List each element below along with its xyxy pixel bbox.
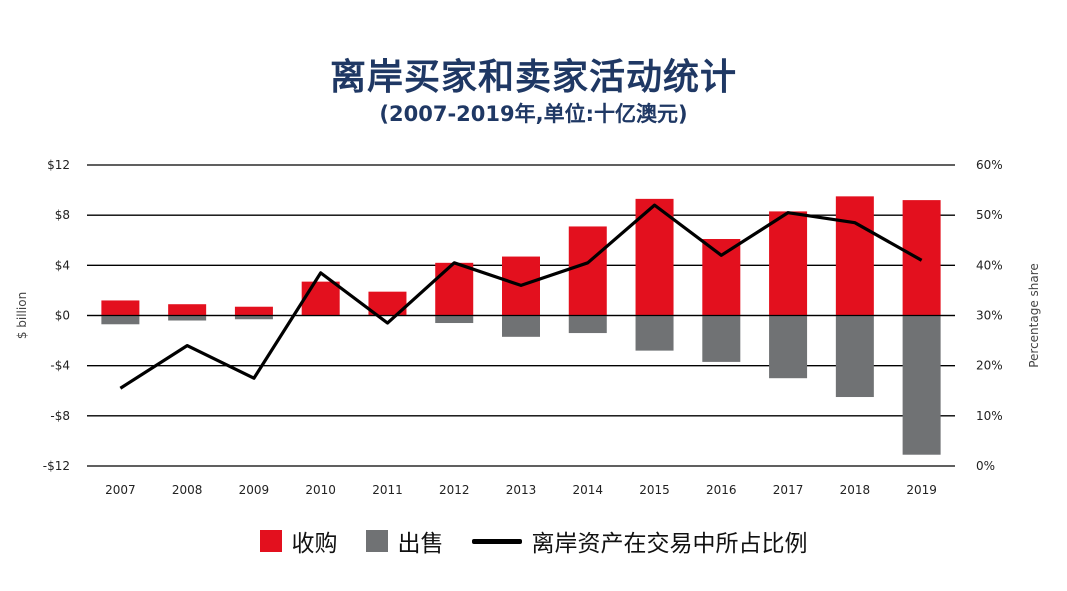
chart-title: 离岸买家和卖家活动统计 <box>329 57 737 98</box>
chart-area: $12 60% $8 50% $4 40% $0 30% -$4 20% -$8 10% -$12 0% $… <box>15 158 1041 497</box>
bar-sales-2013 <box>502 315 540 337</box>
bar-sales-2016 <box>702 315 741 362</box>
bar-sales-2012 <box>435 315 474 324</box>
y2-tick-label: 10% <box>976 409 1003 423</box>
bar-sales-2007 <box>101 315 140 325</box>
bar-purchases-2007 <box>101 300 140 316</box>
bar-purchases-2017 <box>769 211 808 316</box>
x-tick-label: 2011 <box>372 483 403 497</box>
bar-purchases-2016 <box>702 238 741 316</box>
x-tick-label: 2017 <box>773 483 804 497</box>
x-tick-label: 2010 <box>305 483 336 497</box>
bar-purchases-2011 <box>368 291 407 316</box>
y-tick-label: $0 <box>55 309 70 323</box>
y-tick-label: -$8 <box>50 409 70 423</box>
bar-sales-2017 <box>769 315 808 379</box>
bar-sales-2014 <box>568 315 607 334</box>
sales-swatch <box>365 530 388 552</box>
bar-sales-2015 <box>635 315 674 351</box>
bar-sales-2009 <box>234 315 273 320</box>
y-axis-title: $ billion <box>15 292 29 339</box>
x-tick-label: 2009 <box>239 483 270 497</box>
y2-axis-title: Percentage share <box>1027 263 1041 368</box>
bar-purchases-2008 <box>168 304 207 316</box>
y-tick-label: $12 <box>47 158 70 172</box>
legend-label-sales: 出售 <box>397 531 444 557</box>
y-tick-label: -$12 <box>43 459 70 473</box>
y2-tick-label: 40% <box>976 258 1003 272</box>
x-tick-label: 2008 <box>172 483 203 497</box>
y-tick-label: -$4 <box>50 359 70 373</box>
y2-tick-label: 60% <box>976 158 1003 172</box>
legend-label-share: 离岸资产在交易中所占比例 <box>531 531 808 557</box>
y2-tick-label: 20% <box>976 359 1003 373</box>
x-tick-label: 2018 <box>840 483 871 497</box>
bar-purchases-2009 <box>234 306 273 316</box>
bar-purchases-2018 <box>835 196 874 316</box>
bar-sales-2019 <box>902 315 941 455</box>
legend: 收购 出售 离岸资产在交易中所占比例 <box>0 524 1067 558</box>
bar-sales-2008 <box>168 315 207 321</box>
bar-sales-2018 <box>835 315 874 398</box>
x-tick-label: 2014 <box>572 483 603 497</box>
bar-purchases-2019 <box>902 200 941 316</box>
x-tick-label: 2015 <box>639 483 670 497</box>
bar-purchases-2012 <box>435 262 474 316</box>
legend-item-sales: 出售 <box>365 524 444 558</box>
purchases-swatch <box>259 530 282 552</box>
y-tick-label: $8 <box>55 208 70 222</box>
y2-tick-label: 0% <box>976 459 995 473</box>
chart-subtitle: (2007-2019年,单位:十亿澳元) <box>379 102 688 126</box>
x-tick-label: 2012 <box>439 483 470 497</box>
y2-tick-label: 30% <box>976 309 1003 323</box>
x-tick-label: 2013 <box>506 483 537 497</box>
x-tick-label: 2019 <box>906 483 937 497</box>
bar-purchases-2015 <box>635 198 674 316</box>
bar-purchases-2010 <box>301 281 340 316</box>
legend-item-purchases: 收购 <box>259 524 338 558</box>
share-line <box>119 203 923 390</box>
legend-label-purchases: 收购 <box>291 531 338 557</box>
y-tick-label: $4 <box>55 258 70 272</box>
x-tick-label: 2007 <box>105 483 136 497</box>
x-tick-label: 2016 <box>706 483 737 497</box>
share-line-swatch <box>471 538 522 544</box>
y2-tick-label: 50% <box>976 208 1003 222</box>
legend-item-share: 离岸资产在交易中所占比例 <box>471 524 808 558</box>
bar-purchases-2014 <box>568 226 607 316</box>
